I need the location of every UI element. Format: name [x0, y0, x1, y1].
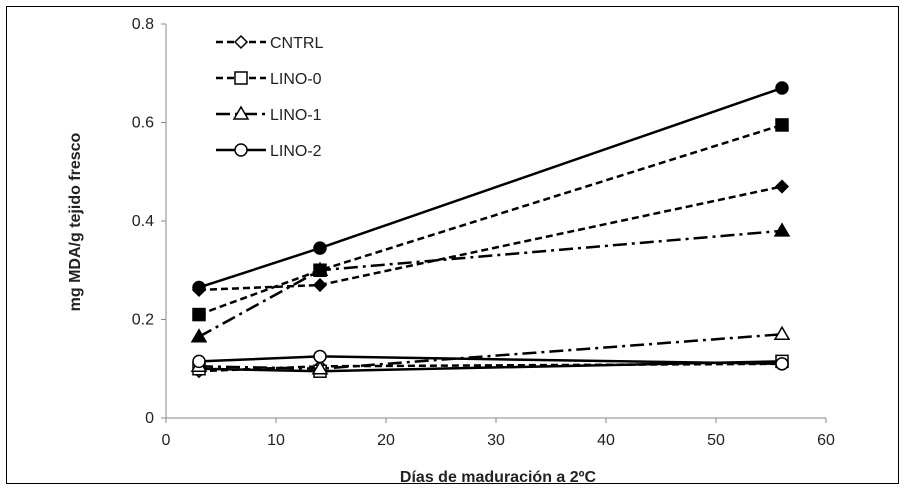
data-point [773, 222, 791, 237]
legend-item-lino-2: LINO-2 [216, 143, 322, 160]
chart-frame [6, 6, 899, 484]
legend: CNTRL LINO-0 LINO-1 LINO-2 [216, 34, 323, 160]
data-point [774, 179, 790, 194]
legend-label: LINO-2 [270, 143, 322, 160]
series-line [198, 123, 783, 316]
data-point [190, 328, 208, 343]
y-tick-label: 0.8 [132, 16, 154, 33]
legend-label: LINO-1 [270, 107, 322, 124]
x-tick-label: 30 [487, 432, 505, 449]
data-point [775, 118, 789, 132]
legend-marker [233, 34, 249, 50]
x-axis-label: Días de maduración a 2ºC [400, 469, 597, 486]
series-lino-1-filled [190, 222, 791, 343]
y-axis-label: mg MDA/g tejido fresco [67, 132, 84, 311]
series-line [198, 355, 783, 366]
data-point [192, 280, 206, 295]
y-tick-label: 0 [145, 410, 154, 427]
x-tick-label: 20 [377, 432, 395, 449]
data-point [192, 307, 206, 322]
axes: 0 0.2 0.4 0.6 0.8 0 10 20 30 40 50 60 [132, 16, 835, 449]
legend-label: LINO-0 [270, 71, 322, 88]
data-point [311, 360, 329, 375]
legend-item-cntrl: CNTRL [216, 34, 323, 52]
data-point [312, 277, 328, 293]
series-layer [190, 81, 791, 379]
legend-marker [232, 105, 250, 120]
legend-marker [234, 143, 248, 157]
x-tick-label: 50 [707, 432, 725, 449]
x-tick-label: 40 [597, 432, 615, 449]
legend-marker [234, 71, 248, 85]
series-lino-2-filled [192, 81, 789, 295]
x-tick-label: 10 [267, 432, 285, 449]
y-tick-label: 0.4 [132, 213, 154, 230]
y-tick-label: 0.6 [132, 115, 154, 132]
data-point [313, 241, 327, 255]
data-point [773, 325, 791, 341]
series-lino-2-open [192, 349, 789, 371]
x-tick-label: 60 [817, 432, 835, 449]
y-tick-label: 0.2 [132, 312, 154, 329]
legend-item-lino-1: LINO-1 [216, 105, 322, 124]
data-point [313, 349, 327, 364]
legend-item-lino-0: LINO-0 [216, 71, 322, 88]
data-point [311, 261, 329, 276]
data-point [775, 357, 789, 371]
data-point [775, 81, 789, 95]
legend-label: CNTRL [270, 35, 323, 52]
data-point [192, 354, 206, 369]
x-tick-label: 0 [162, 432, 171, 449]
